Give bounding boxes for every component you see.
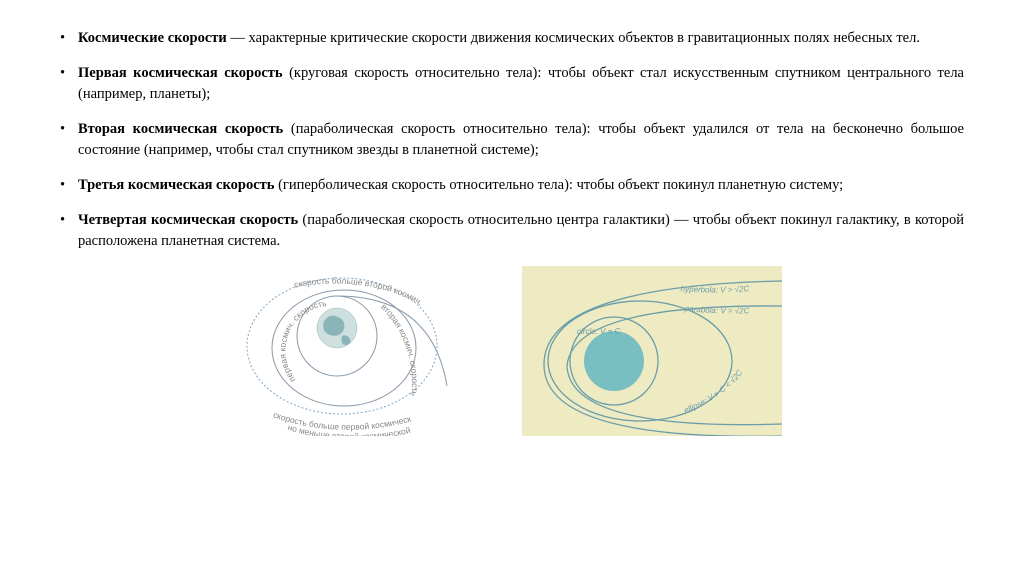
bullet-item: Третья космическая скорость (гиперболиче… xyxy=(60,175,964,196)
bullet-bold: Третья космическая скорость xyxy=(78,177,274,193)
bullet-list: Космические скорости — характерные крити… xyxy=(60,28,964,252)
diagrams-row: скорость больше второй космич. первая ко… xyxy=(60,266,964,436)
bullet-bold: Вторая космическая скорость xyxy=(78,121,283,137)
bullet-text: — характерные критические скорости движе… xyxy=(227,30,920,46)
label-second: вторая космич. скорость xyxy=(379,302,420,398)
bullet-bold: Четвертая космическая скорость xyxy=(78,212,298,228)
earth-orbits-diagram: скорость больше второй космич. первая ко… xyxy=(242,266,452,436)
bullet-bold: Первая космическая скорость xyxy=(78,65,283,81)
label-first: первая космич. скорость xyxy=(277,298,327,384)
bullet-item: Космические скорости — характерные крити… xyxy=(60,28,964,49)
conic-orbits-diagram: circle: V = C hyperbola: V > √2C parabol… xyxy=(522,266,782,436)
bullet-item: Четвертая космическая скорость (параболи… xyxy=(60,210,964,252)
bullet-bold: Космические скорости xyxy=(78,30,227,46)
svg-text:вторая космич. скорость: вторая космич. скорость xyxy=(379,302,420,398)
svg-text:hyperbola: V > √2C: hyperbola: V > √2C xyxy=(680,284,749,294)
svg-text:первая космич. скорость: первая космич. скорость xyxy=(277,298,327,384)
label-hyperbola: hyperbola: V > √2C xyxy=(680,284,749,294)
label-circle: circle: V = C xyxy=(577,327,621,336)
bullet-text: (гиперболическая скорость относительно т… xyxy=(274,177,843,193)
bullet-item: Вторая космическая скорость (параболичес… xyxy=(60,119,964,161)
bullet-item: Первая космическая скорость (круговая ск… xyxy=(60,63,964,105)
